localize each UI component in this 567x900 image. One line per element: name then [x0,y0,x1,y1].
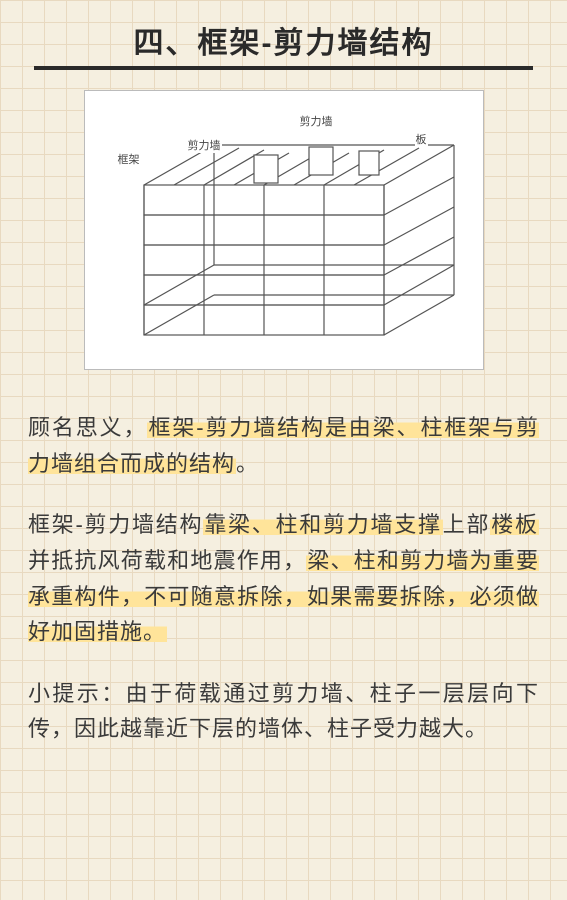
paragraph-1: 顾名思义，框架-剪力墙结构是由梁、柱框架与剪力墙组合而成的结构。 [28,410,539,481]
paragraph-2: 框架-剪力墙结构靠梁、柱和剪力墙支撑上部楼板并抵抗风荷载和地震作用，梁、柱和剪力… [28,507,539,650]
p2-highlight-2: 楼板 [490,512,539,537]
title-underline [34,66,533,70]
paragraph-3-tip: 小提示：由于荷载通过剪力墙、柱子一层层向下传，因此越靠近下层的墙体、柱子受力越大… [28,676,539,747]
diagram-label-slab: 板 [415,131,428,147]
diagram-label-shearwall-1: 剪力墙 [187,137,222,153]
p2-highlight-1: 靠梁、柱和剪力墙支撑 [203,512,442,537]
diagram-label-shearwall-2: 剪力墙 [299,113,334,129]
p1-plain-2: 。 [236,451,259,476]
p2-plain-2: 上部 [443,512,491,537]
diagram-svg [104,105,464,355]
p2-plain-1: 框架-剪力墙结构 [28,512,203,537]
page-title: 四、框架-剪力墙结构 [28,18,539,62]
p2-plain-3: 并抵抗风荷载和地震作用， [28,548,306,573]
structure-diagram: 框架 剪力墙 剪力墙 板 [84,90,484,370]
diagram-label-frame: 框架 [117,151,141,167]
p1-plain-1: 顾名思义， [28,415,147,440]
